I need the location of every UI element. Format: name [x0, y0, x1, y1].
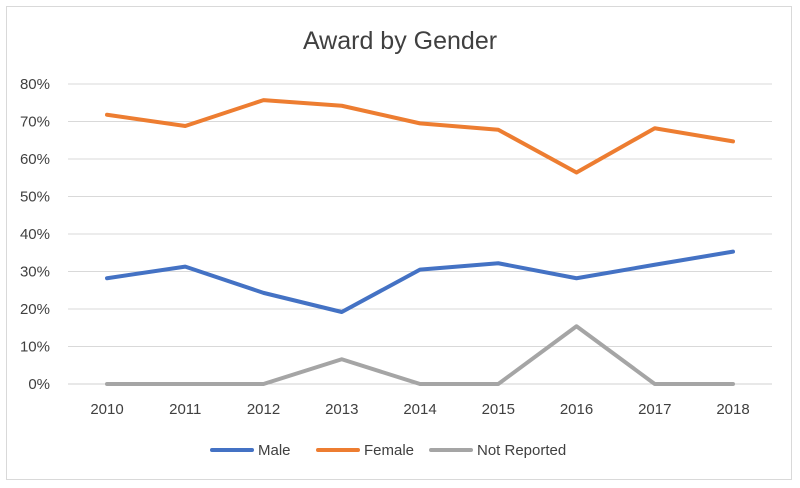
x-tick-label: 2014 — [403, 401, 436, 418]
y-tick-label: 60% — [20, 151, 50, 168]
y-tick-label: 10% — [20, 339, 50, 356]
y-tick-label: 50% — [20, 189, 50, 206]
x-tick-label: 2011 — [169, 401, 201, 418]
x-tick-label: 2012 — [247, 401, 280, 418]
y-tick-label: 0% — [28, 376, 50, 393]
x-tick-label: 2017 — [638, 401, 671, 418]
y-tick-label: 20% — [20, 301, 50, 318]
y-tick-label: 70% — [20, 114, 50, 131]
y-tick-label: 80% — [20, 76, 50, 93]
chart-title: Award by Gender — [302, 27, 498, 55]
legend-label: Not Reported — [477, 442, 566, 459]
chart-frame — [6, 6, 792, 480]
x-tick-label: 2018 — [716, 401, 749, 418]
series-line-not-reported — [105, 324, 735, 386]
y-tick-label: 30% — [20, 264, 50, 281]
series-line-female — [105, 98, 735, 175]
legend-label: Male — [258, 442, 291, 459]
x-tick-label: 2013 — [325, 401, 358, 418]
series-line-male — [105, 249, 735, 314]
x-tick-label: 2015 — [482, 401, 515, 418]
x-tick-label: 2010 — [90, 401, 123, 418]
x-tick-label: 2016 — [560, 401, 593, 418]
legend-label: Female — [364, 442, 414, 459]
y-tick-label: 40% — [20, 226, 50, 243]
